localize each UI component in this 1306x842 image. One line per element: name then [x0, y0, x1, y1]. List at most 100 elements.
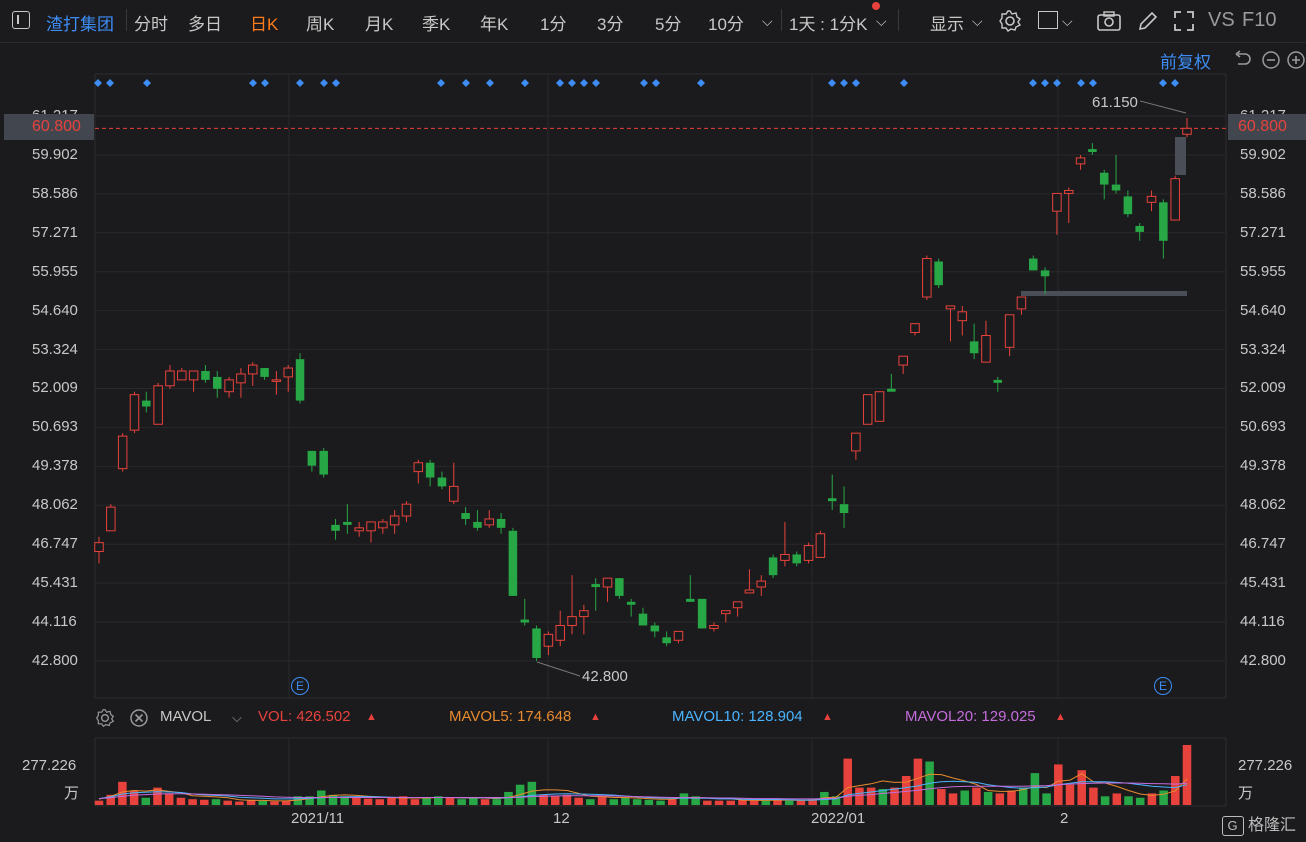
chevron-down-icon[interactable]: ⌵	[762, 13, 773, 29]
fullscreen-icon[interactable]	[1172, 9, 1196, 33]
candle-body	[993, 379, 1003, 383]
volume-bar	[925, 761, 934, 805]
zoom-in-icon[interactable]	[1286, 50, 1306, 70]
price-tick-label: 59.902	[32, 145, 78, 163]
stock-name[interactable]: 渣打集团	[46, 15, 114, 34]
event-diamond-icon	[296, 79, 304, 87]
candle-body	[94, 542, 104, 553]
volume-bar	[434, 796, 443, 805]
candle-body	[117, 435, 128, 470]
tab-10min[interactable]: 10分	[708, 15, 744, 34]
indicator-name[interactable]: MAVOL	[160, 708, 212, 725]
mavol5-line	[98, 773, 1188, 802]
chevron-down-icon[interactable]: ⌵	[972, 13, 983, 29]
chevron-down-icon[interactable]: ⌵	[876, 13, 887, 29]
sidebar-toggle-icon[interactable]	[12, 11, 30, 29]
mavol20-value: MAVOL20: 129.025	[905, 708, 1036, 725]
candle-body	[224, 379, 234, 393]
volume-bar	[1065, 784, 1075, 805]
range-select[interactable]: 1天 : 1分K	[789, 15, 868, 34]
price-tick-label: 50.693	[32, 418, 78, 436]
candle-body	[650, 625, 660, 632]
tab-yearly-k[interactable]: 年K	[480, 15, 509, 34]
candle-body	[957, 311, 968, 322]
candle-body	[744, 589, 755, 594]
tab-daily-k[interactable]: 日K	[250, 15, 279, 34]
f10-button[interactable]: F10	[1242, 9, 1277, 31]
chevron-down-icon[interactable]: ⌵	[1062, 13, 1073, 29]
candle-body	[756, 580, 767, 588]
volume-bar	[480, 799, 490, 805]
tab-quarterly-k[interactable]: 季K	[422, 15, 451, 34]
tab-weekly-k[interactable]: 周K	[306, 15, 335, 34]
volume-bar	[878, 789, 888, 805]
candle-body	[887, 388, 896, 392]
zoom-out-icon[interactable]	[1261, 50, 1281, 70]
candle-body	[543, 633, 554, 647]
undo-icon[interactable]	[1232, 50, 1252, 70]
volume-bar	[773, 799, 782, 805]
drawn-box	[1175, 137, 1186, 175]
volume-bar	[317, 790, 326, 805]
candle-body	[520, 619, 529, 623]
tab-monthly-k[interactable]: 月K	[365, 15, 394, 34]
price-tick-label: 57.271	[32, 223, 78, 241]
event-diamond-icon	[1077, 79, 1085, 87]
candle-body	[401, 503, 412, 517]
candle-body	[283, 367, 293, 378]
camera-icon[interactable]	[1096, 9, 1122, 33]
volume-bar	[703, 800, 712, 805]
tab-5min[interactable]: 5分	[655, 15, 682, 34]
candle-body	[106, 506, 116, 532]
settings-gear-icon[interactable]	[998, 9, 1022, 33]
candle-body	[1088, 149, 1097, 153]
pencil-icon[interactable]	[1136, 9, 1160, 33]
candle-body	[602, 577, 613, 588]
candle-body	[165, 370, 175, 387]
candle-body	[343, 521, 352, 525]
candle-body	[213, 376, 222, 389]
divider	[781, 9, 782, 31]
candle-body	[945, 305, 956, 310]
candle-body	[792, 554, 801, 564]
event-diamond-icon	[1171, 79, 1179, 87]
volume-bar	[562, 794, 572, 805]
event-marker[interactable]: E	[1154, 677, 1172, 695]
price-tick-label: 54.640	[32, 301, 78, 319]
divider	[898, 9, 899, 31]
candle-body	[142, 400, 151, 407]
candle-body	[1123, 196, 1133, 215]
chevron-down-icon[interactable]: ⌵	[232, 710, 242, 725]
candle-body	[555, 624, 565, 641]
vs-button[interactable]: VS	[1208, 9, 1235, 31]
volume-bar	[667, 799, 677, 805]
volume-bar	[387, 797, 396, 805]
square-tool-icon[interactable]	[1038, 11, 1058, 29]
adjust-mode-button[interactable]: 前复权	[1160, 53, 1211, 72]
volume-bar	[223, 800, 232, 805]
volume-bar	[855, 787, 864, 805]
volume-bar	[422, 797, 431, 805]
tab-1min[interactable]: 1分	[540, 15, 567, 34]
volume-bar	[656, 800, 665, 805]
volume-bar	[749, 800, 759, 805]
volume-bar	[1018, 787, 1028, 805]
tab-fenshi[interactable]: 分时	[134, 15, 168, 34]
volume-bar	[586, 799, 595, 805]
candle-body	[331, 524, 340, 531]
divider	[126, 9, 127, 31]
volume-bar	[1042, 793, 1051, 805]
candle-body	[969, 341, 979, 354]
tab-3min[interactable]: 3分	[597, 15, 624, 34]
event-marker[interactable]: E	[291, 677, 309, 695]
close-indicator-icon[interactable]	[129, 708, 149, 728]
volume-bar	[995, 793, 1005, 805]
brand-logo-icon: G	[1221, 816, 1244, 836]
volume-bar	[1100, 796, 1110, 805]
event-diamond-icon	[1041, 79, 1049, 87]
event-diamond-icon	[852, 79, 860, 87]
tab-multiday[interactable]: 多日	[188, 15, 222, 34]
indicator-settings-icon[interactable]	[95, 708, 115, 728]
volume-bar	[1007, 790, 1016, 805]
display-menu[interactable]: 显示	[930, 15, 964, 34]
